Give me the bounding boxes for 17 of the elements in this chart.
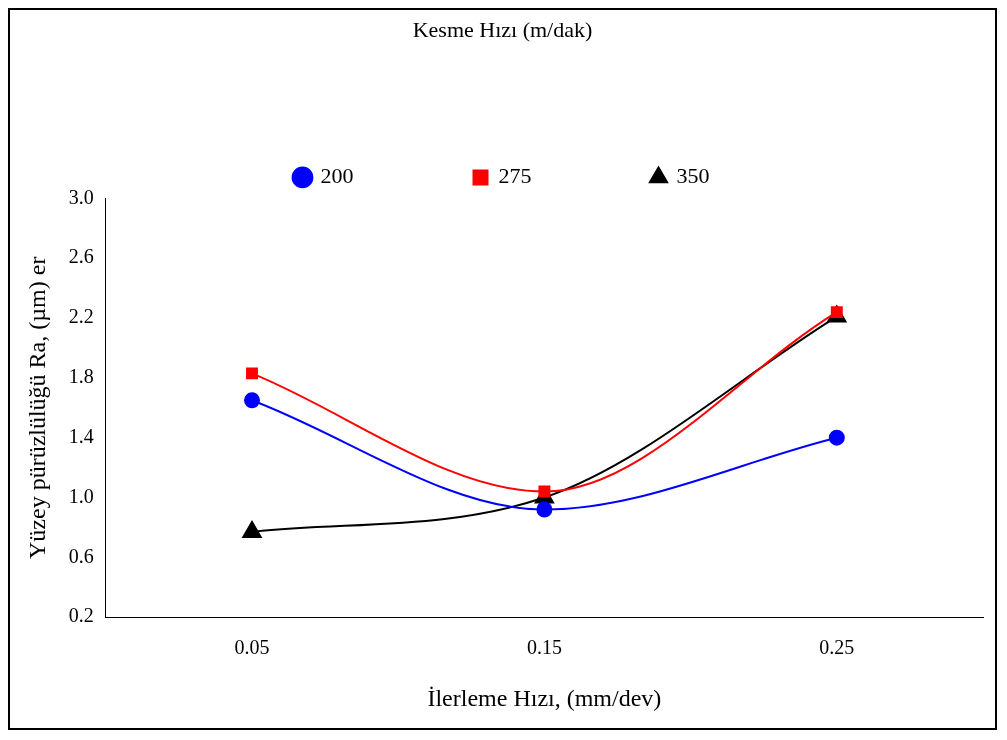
y-tick-label: 2.2	[68, 305, 94, 328]
y-tick-label: 1.8	[68, 365, 94, 388]
y-tick-label: 2.6	[68, 245, 94, 268]
y-tick-label: 0.2	[68, 604, 94, 627]
x-tick-label: 0.25	[819, 636, 855, 659]
y-tick-label: 0.6	[68, 544, 94, 567]
legend-label: 275	[498, 163, 532, 189]
legend-label: 200	[320, 163, 354, 189]
x-tick-label: 0.05	[234, 636, 270, 659]
y-tick-label: 3.0	[68, 185, 94, 208]
y-tick-label: 1.0	[68, 484, 94, 507]
x-axis-title: İlerleme Hızı, (mm/dev)	[427, 684, 662, 711]
y-axis-title: Yüzey pürüzlülüğü Ra, (µm) er	[23, 256, 50, 559]
legend-label: 350	[676, 163, 710, 189]
legend-title: Kesme Hızı (m/dak)	[412, 16, 593, 42]
y-tick-label: 1.4	[68, 424, 94, 447]
x-tick-label: 0.15	[526, 636, 562, 659]
